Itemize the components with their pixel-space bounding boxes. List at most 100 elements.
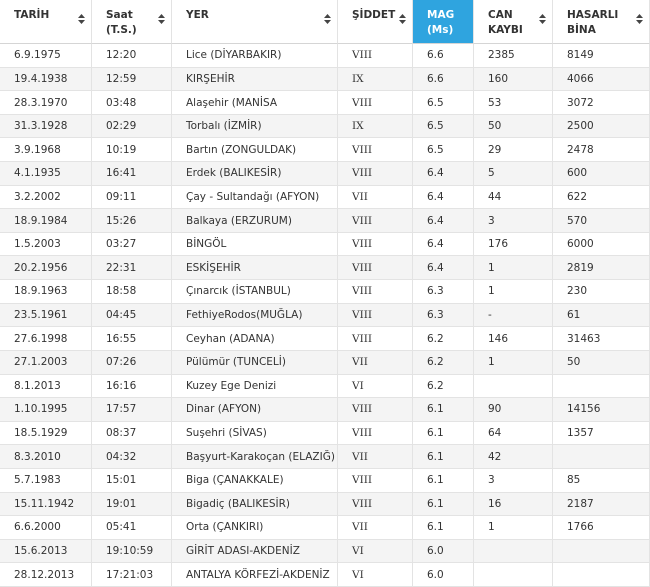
column-header[interactable]: Saat (T.S.) [92,0,172,44]
table-cell: ESKİŞEHİR [172,256,338,281]
sort-arrows [399,14,406,24]
table-cell: 12:20 [92,44,172,68]
table-cell: 6.9.1975 [0,44,92,68]
table-cell: 31463 [553,327,650,351]
table-cell: IX [338,67,413,92]
header-text: CAN [488,9,513,21]
header-text: YER [186,9,209,21]
sort-icon[interactable] [158,14,165,24]
table-cell: 16:41 [92,162,172,186]
table-cell: 17:21:03 [92,563,172,587]
table-cell: 19:10:59 [92,539,172,564]
table-cell: 3.9.1968 [0,138,92,163]
table-cell: 600 [553,162,650,186]
table-cell: Çay - Sultandağı (AFYON) [172,185,338,210]
table-cell: 6.6.2000 [0,516,92,540]
table-cell: 50 [553,350,650,375]
table-cell: Bartın (ZONGULDAK) [172,138,338,163]
table-cell: 27.1.2003 [0,350,92,375]
sort-icon[interactable] [324,14,331,24]
sort-icon[interactable] [78,14,85,24]
table-cell: 23.5.1961 [0,303,92,328]
table-cell [553,445,650,469]
table-cell: Orta (ÇANKIRI) [172,516,338,540]
table-cell: 15:01 [92,468,172,493]
table-cell: Suşehri (SİVAS) [172,421,338,446]
sort-icon[interactable] [399,14,406,24]
header-text: KAYBI [488,24,523,36]
table-cell: VI [338,539,413,564]
table-cell: VIII [338,327,413,351]
table-cell: 5.7.1983 [0,468,92,493]
table-cell: 6.6 [413,44,474,68]
table-cell: Alaşehir (MANİSA [172,91,338,115]
table-cell: 44 [474,185,553,210]
table-cell: 1 [474,256,553,281]
table-cell: 176 [474,232,553,257]
table-cell: Bigadiç (BALIKESİR) [172,492,338,517]
table-cell: 07:26 [92,350,172,375]
header-text: Saat (T.S.) [106,9,137,36]
table-cell: Pülümür (TUNCELİ) [172,350,338,375]
table-cell: 16 [474,492,553,517]
table-cell: 5 [474,162,553,186]
table-cell: 16:55 [92,327,172,351]
table-cell: 6.4 [413,209,474,233]
table-cell [553,374,650,399]
table-cell: 8.1.2013 [0,374,92,399]
header-text: (Ms) [427,24,454,36]
table-cell: 05:41 [92,516,172,540]
table-cell: Başyurt-Karakoçan (ELAZIĞ) [172,445,338,469]
table-cell: 570 [553,209,650,233]
table-cell: VIII [338,256,413,281]
column-header[interactable]: ŞİDDET [338,0,413,44]
sort-icon[interactable] [539,14,546,24]
header-text: BİNA [567,24,596,36]
table-cell: VII [338,185,413,210]
table-cell: VI [338,563,413,587]
table-cell: 18.9.1963 [0,280,92,304]
sort-arrows [324,14,331,24]
column-header[interactable]: MAG (Ms) [413,0,474,44]
table-cell: 6.1 [413,468,474,493]
table-cell [553,563,650,587]
table-cell: 02:29 [92,114,172,139]
table-cell: 146 [474,327,553,351]
header-text: HASARLI [567,9,619,21]
table-cell: 08:37 [92,421,172,446]
column-header[interactable]: CAN KAYBI [474,0,553,44]
table-cell: 6.1 [413,445,474,469]
table-cell: Ceyhan (ADANA) [172,327,338,351]
column-header[interactable]: HASARLI BİNA [553,0,650,44]
table-cell: 1 [474,350,553,375]
table-cell: Biga (ÇANAKKALE) [172,468,338,493]
table-cell: 1.5.2003 [0,232,92,257]
table-cell: VIII [338,468,413,493]
table-cell: 50 [474,114,553,139]
table-cell: 2500 [553,114,650,139]
table-cell: 1 [474,516,553,540]
table-cell: 18.9.1984 [0,209,92,233]
table-cell: VIII [338,398,413,422]
table-cell: 15:26 [92,209,172,233]
table-cell: 2385 [474,44,553,68]
table-cell [474,563,553,587]
table-cell: 04:32 [92,445,172,469]
table-cell: Kuzey Ege Denizi [172,374,338,399]
table-cell: 09:11 [92,185,172,210]
table-cell: VIII [338,44,413,68]
sort-arrows [539,14,546,24]
table-cell: 12:59 [92,67,172,92]
table-cell: 3 [474,209,553,233]
column-header[interactable]: TARİH [0,0,92,44]
table-cell: 6.6 [413,67,474,92]
table-cell: 1.10.1995 [0,398,92,422]
sort-icon[interactable] [636,14,643,24]
table-cell: 6.2 [413,327,474,351]
table-cell: 27.6.1998 [0,327,92,351]
column-header[interactable]: YER [172,0,338,44]
table-cell: 6.2 [413,374,474,399]
table-cell: 16:16 [92,374,172,399]
table-cell: 6000 [553,232,650,257]
table-cell: 19:01 [92,492,172,517]
